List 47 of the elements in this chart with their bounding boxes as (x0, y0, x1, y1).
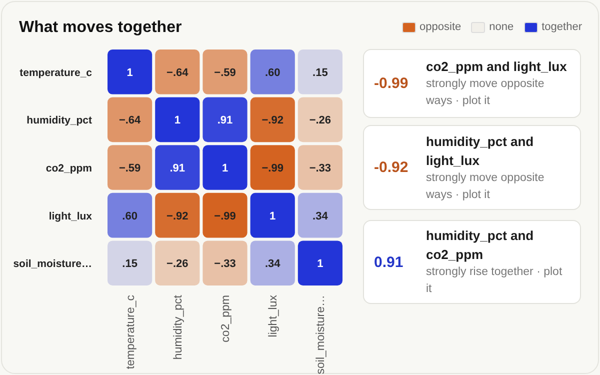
text: humidity_pct and light_lux (426, 132, 535, 170)
data-label: −.33 (309, 162, 332, 174)
text: together (542, 21, 582, 33)
data-label: −.59 (118, 162, 141, 174)
text: -0.92 (373, 159, 410, 176)
data-label: .15 (312, 66, 328, 79)
data-label: −.33 (214, 258, 236, 270)
text: opposite (420, 21, 462, 33)
data-label: −.26 (166, 258, 188, 270)
text: strongly rise together · plot it (426, 265, 564, 297)
text: humidity_pct and co2_ppm (426, 227, 535, 264)
x-tick-label: soil_moisture… (315, 295, 328, 374)
data-label: −.64 (118, 114, 142, 127)
data-label: −.92 (262, 114, 284, 127)
data-label: −.99 (214, 210, 236, 222)
text: -0.99 (373, 75, 410, 92)
text: strongly move opposite ways · plot it (426, 170, 546, 202)
data-label: 1 (174, 114, 180, 127)
x-tick-label: co2_ppm (220, 295, 232, 342)
data-label: 1 (126, 66, 133, 79)
y-tick-label: soil_moisture… (13, 258, 92, 270)
data-label: 1 (270, 210, 276, 222)
text: 0.91 (373, 254, 404, 270)
x-tick-label: light_lux (268, 294, 280, 338)
y-tick-label: light_lux (48, 210, 92, 222)
data-label: −.26 (309, 114, 332, 127)
data-label: .91 (170, 162, 186, 174)
data-label: −.59 (214, 66, 236, 79)
chart-title: What moves together (19, 19, 182, 37)
data-label: .91 (217, 114, 233, 127)
data-label: −.64 (166, 66, 190, 79)
text: strongly move opposite ways · plot it (426, 77, 546, 109)
y-tick-label: humidity_pct (26, 114, 92, 127)
data-label: 1 (317, 258, 324, 270)
data-label: .60 (264, 66, 280, 79)
data-label: .15 (122, 258, 138, 270)
data-label: 1 (222, 162, 228, 174)
x-tick-label: humidity_pct (172, 294, 184, 360)
y-tick-label: co2_ppm (46, 162, 92, 174)
data-label: .34 (312, 210, 329, 222)
data-label: .60 (122, 210, 138, 222)
data-label: −.92 (166, 210, 188, 222)
text: co2_ppm and light_lux (426, 58, 568, 76)
y-tick-label: temperature_c (20, 66, 92, 79)
text: none (489, 21, 514, 33)
data-label: .34 (264, 258, 282, 270)
data-label: −.99 (262, 162, 284, 174)
